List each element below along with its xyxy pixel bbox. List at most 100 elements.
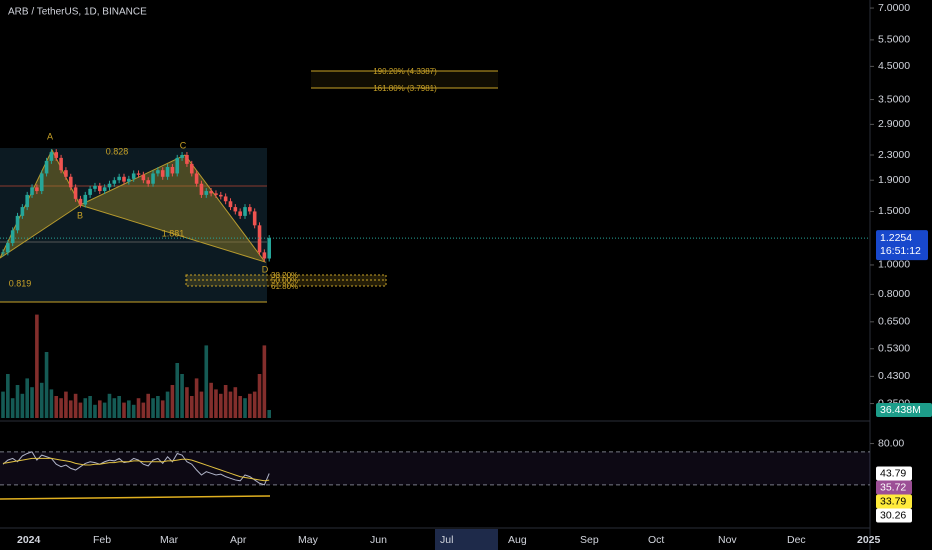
y-tick-label: 1.5000 <box>878 205 910 217</box>
volume-bar <box>107 393 112 418</box>
rsi-tag <box>876 508 912 523</box>
x-tick-label: Nov <box>718 534 737 546</box>
volume-bar <box>54 396 59 418</box>
candle <box>68 176 73 188</box>
candle <box>30 187 34 195</box>
rsi-tag-label: 30.26 <box>880 509 906 521</box>
candle <box>238 211 242 216</box>
candle <box>199 183 204 195</box>
x-tick-label: Jul <box>440 534 453 546</box>
y-tick-label: 0.8000 <box>878 288 910 300</box>
rsi-ma-line <box>2 457 270 482</box>
rsi-tag-label: 43.79 <box>880 467 906 479</box>
volume-bar <box>175 363 180 418</box>
ratio-label: 1.881 <box>162 228 185 238</box>
volume-bar <box>233 387 238 418</box>
volume-bar <box>64 391 68 418</box>
last-price-tag <box>876 230 928 261</box>
x-tick-label: 2025 <box>857 534 881 546</box>
candle <box>64 170 68 177</box>
candle <box>98 185 102 192</box>
y-tick-label: 1.9000 <box>878 174 910 186</box>
volume-bar <box>131 404 136 418</box>
volume-bar <box>30 387 34 418</box>
x-tick-label: 2024 <box>17 534 41 546</box>
y-tick-label: 2.3000 <box>878 149 910 161</box>
volume-tag <box>876 402 932 417</box>
volume-bar <box>49 389 54 418</box>
candle <box>6 243 10 253</box>
volume-bar <box>156 396 160 418</box>
volume-bar <box>39 382 44 418</box>
y-tick-label: 80.00 <box>878 437 904 449</box>
candle <box>131 173 136 179</box>
volume-bar <box>146 393 150 418</box>
rsi-band <box>0 451 870 485</box>
volume-bar <box>189 396 194 418</box>
trend-line <box>0 495 271 500</box>
candle <box>102 187 107 192</box>
candle <box>175 157 180 174</box>
volume-bar <box>199 391 204 418</box>
candle <box>146 180 150 184</box>
chart-title: ARB / TetherUS, 1D, BINANCE <box>8 7 147 18</box>
candle <box>117 176 121 181</box>
volume-bar <box>214 389 218 418</box>
candle <box>10 230 15 244</box>
x-tick-label: Apr <box>230 534 247 546</box>
y-tick-label: 3.5000 <box>878 93 910 105</box>
candle <box>189 163 194 174</box>
ratio-label: 0.828 <box>106 146 129 156</box>
volume-bar <box>15 385 20 418</box>
volume-bar <box>209 382 213 418</box>
volume-bar <box>238 396 242 418</box>
point-label: A <box>47 131 53 141</box>
volume-bar <box>98 400 102 418</box>
volume-bar <box>170 385 175 418</box>
volume-bar <box>6 374 10 418</box>
volume-bar <box>141 402 146 418</box>
candle <box>252 211 257 226</box>
candle <box>165 166 170 177</box>
candle <box>267 238 271 259</box>
candle <box>49 152 54 161</box>
x-tick-label: Feb <box>93 534 111 546</box>
candle <box>185 154 189 164</box>
rsi-line <box>2 451 270 486</box>
y-tick-label: 0.5300 <box>878 343 910 355</box>
candle <box>262 252 267 259</box>
volume-bar <box>165 391 170 418</box>
volume-bar <box>136 398 141 418</box>
volume-bar <box>219 393 223 418</box>
candle <box>209 191 213 194</box>
point-label: D <box>262 264 269 274</box>
point-label: C <box>180 140 187 150</box>
candle <box>1 252 5 254</box>
y-tick-label: 0.4300 <box>878 370 910 382</box>
x-tick-label: Dec <box>787 534 806 546</box>
rsi-tag <box>876 466 912 481</box>
x-tick-label: Aug <box>508 534 527 546</box>
volume-bar <box>117 396 121 418</box>
volume-label: 36.438M <box>880 404 921 416</box>
y-tick-label: 0.6500 <box>878 316 910 328</box>
volume-bar <box>93 404 97 418</box>
x-tick-label: Sep <box>580 534 599 546</box>
rsi-tag-label: 33.79 <box>880 495 906 507</box>
retracement-label: 61.80% <box>271 282 298 291</box>
volume-bar <box>257 374 262 418</box>
rsi-tag-label: 35.72 <box>880 481 906 493</box>
x-highlight <box>435 529 498 550</box>
candle <box>170 166 175 174</box>
volume-bar <box>252 391 257 418</box>
candle <box>204 191 209 195</box>
candle <box>257 225 262 253</box>
candle <box>127 178 131 182</box>
volume-bar <box>35 314 39 418</box>
volume-bar <box>88 396 92 418</box>
y-tick-label: 5.5000 <box>878 34 910 46</box>
volume-bar <box>25 378 29 418</box>
candle <box>194 173 199 184</box>
volume-bar <box>73 393 78 418</box>
